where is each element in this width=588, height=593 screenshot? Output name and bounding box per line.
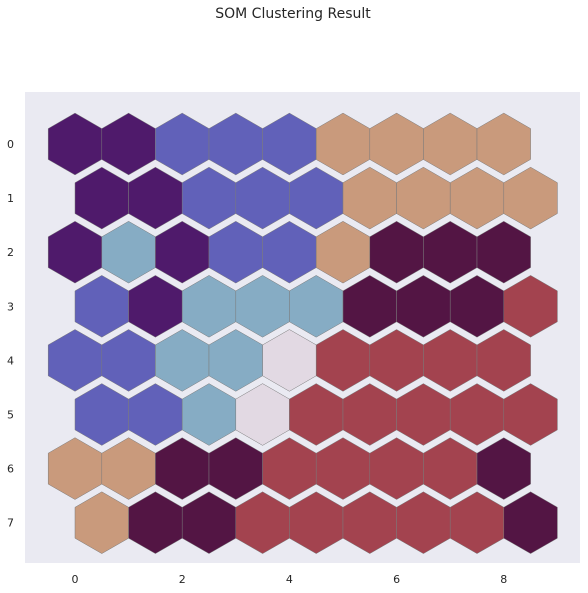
x-tick-label: 2 bbox=[179, 573, 186, 586]
hex-cell bbox=[503, 491, 558, 554]
y-tick-label: 7 bbox=[7, 517, 14, 530]
hex-cell bbox=[476, 437, 531, 500]
x-tick-label: 0 bbox=[72, 573, 79, 586]
y-tick-label: 4 bbox=[7, 354, 14, 367]
y-tick-label: 1 bbox=[7, 192, 14, 205]
hex-cell bbox=[503, 383, 558, 446]
x-tick-label: 4 bbox=[286, 573, 293, 586]
hex-cell bbox=[476, 329, 531, 392]
hex-cell bbox=[503, 166, 558, 230]
hex-cell bbox=[503, 275, 558, 338]
y-tick-label: 5 bbox=[7, 409, 14, 422]
hex-cell bbox=[476, 221, 531, 284]
x-axis-ticks: 0 2 4 6 8 bbox=[72, 573, 508, 586]
y-tick-label: 6 bbox=[7, 463, 14, 476]
x-tick-label: 6 bbox=[393, 573, 400, 586]
y-tick-label: 2 bbox=[7, 246, 14, 259]
hex-grid bbox=[47, 112, 558, 554]
y-tick-label: 3 bbox=[7, 300, 14, 313]
chart-title: SOM Clustering Result bbox=[215, 6, 371, 22]
y-axis-ticks: 0 1 2 3 4 5 6 7 bbox=[7, 138, 14, 530]
y-tick-label: 0 bbox=[7, 138, 14, 151]
x-tick-label: 8 bbox=[500, 573, 507, 586]
hex-cell bbox=[476, 112, 531, 176]
